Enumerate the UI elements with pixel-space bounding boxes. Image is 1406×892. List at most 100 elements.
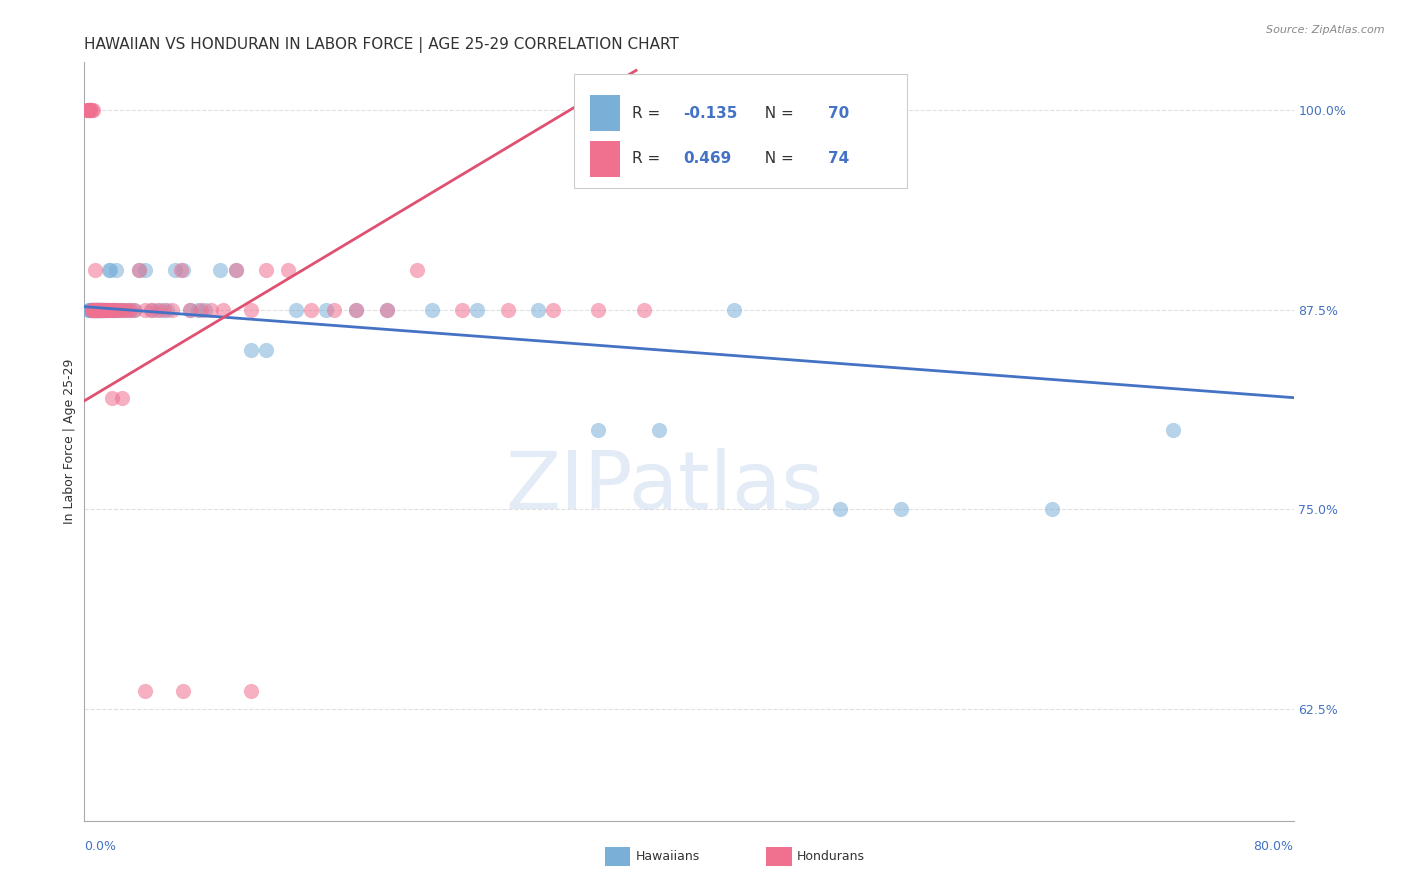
Text: 0.469: 0.469 [683,152,731,166]
Point [100,302,122,317]
Text: 74: 74 [828,152,849,166]
Point [110,302,132,317]
Point [451,302,474,317]
Point [225,263,247,277]
Point [80,302,103,317]
Text: N =: N = [755,152,799,166]
Point [107,302,129,317]
Point [172,263,194,277]
Point [179,302,201,317]
Point [86,302,108,317]
Point [80,302,103,317]
Point [239,343,262,357]
Point [82,302,104,317]
Point [134,302,156,317]
Point [87,302,110,317]
Point [277,263,299,277]
Point [96,302,118,317]
Point [149,302,172,317]
Text: 80.0%: 80.0% [1254,839,1294,853]
Point [346,302,368,317]
Point [91,302,114,317]
Point [90,302,112,317]
Point [84,302,107,317]
Point [89,302,111,317]
Point [87,302,110,317]
Point [134,263,156,277]
Point [84,302,107,317]
Point [111,302,134,317]
Point [194,302,217,317]
Point [89,302,111,317]
Point [96,302,118,317]
Point [128,263,150,277]
Point [527,302,550,317]
Point [146,302,169,317]
Point [156,302,179,317]
Point [84,263,107,277]
Point [94,302,117,317]
Point [86,302,108,317]
Point [128,263,150,277]
Bar [589,141,620,177]
Point [118,302,141,317]
Point [76,103,98,118]
Point [90,302,112,317]
Point [165,263,187,277]
Point [190,302,212,317]
Point [346,302,368,317]
Point [406,263,429,277]
Point [89,302,111,317]
Text: Hawaiians: Hawaiians [636,850,700,863]
Point [254,343,277,357]
Point [890,502,912,516]
Text: N =: N = [755,106,799,120]
Point [420,302,443,317]
Point [77,103,100,118]
Point [1161,423,1184,437]
Point [91,302,114,317]
Text: R =: R = [633,106,665,120]
Point [723,302,745,317]
Point [79,302,101,317]
Point [84,302,107,317]
Point [200,302,222,317]
Point [633,302,655,317]
Point [98,263,121,277]
Point [104,302,127,317]
Point [91,302,114,317]
Point [93,302,115,317]
Point [114,302,136,317]
Point [79,103,101,118]
Text: HAWAIIAN VS HONDURAN IN LABOR FORCE | AGE 25-29 CORRELATION CHART: HAWAIIAN VS HONDURAN IN LABOR FORCE | AG… [84,37,679,53]
Point [91,302,114,317]
Point [86,302,108,317]
Y-axis label: In Labor Force | Age 25-29: In Labor Force | Age 25-29 [63,359,76,524]
Point [77,103,100,118]
Point [77,302,100,317]
Point [467,302,489,317]
Point [108,302,131,317]
Point [80,302,103,317]
Point [830,502,852,516]
Text: Hondurans: Hondurans [797,850,865,863]
Point [112,302,135,317]
Point [105,263,128,277]
Text: ZIPatlas: ZIPatlas [506,448,824,526]
Point [82,103,104,118]
Point [1040,502,1063,516]
Point [101,302,124,317]
Point [80,302,103,317]
Point [239,302,262,317]
Point [89,302,111,317]
Point [97,263,120,277]
Point [97,302,120,317]
Point [89,302,111,317]
Point [541,302,564,317]
Point [139,302,162,317]
Point [90,302,112,317]
Point [82,302,104,317]
Text: R =: R = [633,152,665,166]
Point [101,302,124,317]
Point [93,302,115,317]
